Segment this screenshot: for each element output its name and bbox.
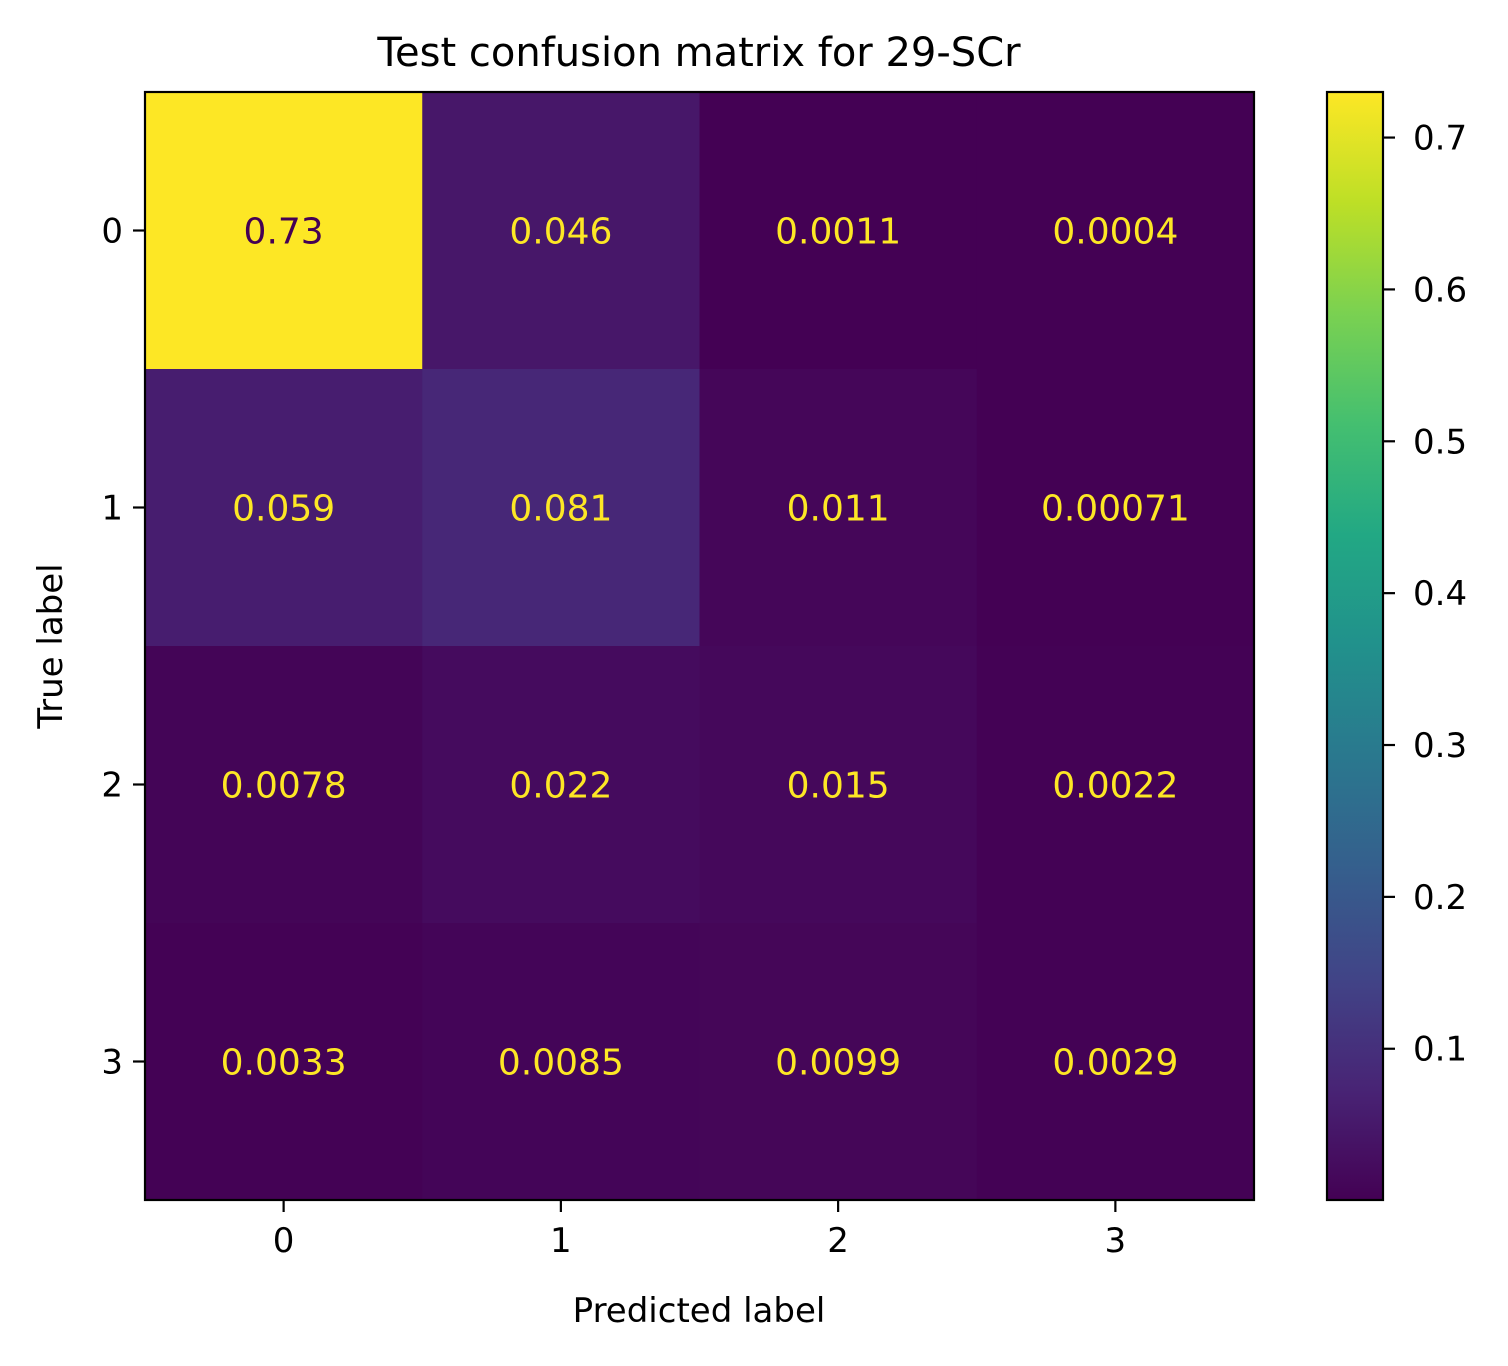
cell-label-2-3: 0.0022: [1052, 766, 1178, 807]
cell-label-1-1: 0.081: [509, 489, 612, 530]
colorbar-tick-label-4: 0.5: [1413, 422, 1467, 462]
heatmap-cell-0-2: [699, 92, 978, 370]
cell-label-3-0: 0.0033: [221, 1043, 347, 1084]
colorbar-ticks: 0.1 0.2 0.3 0.4 0.5 0.6 0.7: [1383, 119, 1467, 1070]
cell-label-0-2: 0.0011: [775, 212, 901, 253]
heatmap-cell-labels: 0.73 0.046 0.0011 0.0004 0.059 0.081 0.011 0.00…: [221, 212, 1190, 1084]
heatmap-cell-2-3: [976, 646, 1255, 924]
y-axis-label: True label: [31, 563, 71, 729]
heatmap-cells: [145, 92, 1255, 1201]
colorbar-frame: [1325, 90, 1385, 1202]
colorbar-tick-label-1: 0.2: [1413, 878, 1467, 918]
x-tick-label-2: 2: [827, 1221, 849, 1261]
cell-label-2-2: 0.015: [787, 766, 890, 807]
x-tick-label-1: 1: [550, 1221, 572, 1261]
colorbar-tick-label-0: 0.1: [1413, 1030, 1467, 1070]
cell-label-0-1: 0.046: [509, 212, 612, 253]
y-axis-ticks: 0 1 2 3: [101, 212, 145, 1083]
heatmap-cell-0-1: [422, 92, 701, 370]
heatmap-cell-1-0: [145, 369, 423, 647]
cell-label-3-1: 0.0085: [498, 1043, 624, 1084]
cell-label-3-3: 0.0029: [1052, 1043, 1178, 1084]
heatmap-cell-3-2: [699, 923, 978, 1201]
colorbar: [1327, 92, 1383, 1200]
heatmap-cell-2-0: [145, 646, 423, 924]
heatmap-cell-1-2: [699, 369, 978, 647]
heatmap-cell-1-3: [976, 369, 1255, 647]
y-tick-label-0: 0: [101, 212, 123, 252]
heatmap-cell-3-3: [976, 923, 1255, 1201]
y-tick-label-3: 3: [101, 1043, 123, 1083]
colorbar-tick-label-6: 0.7: [1413, 119, 1467, 159]
heatmap-cell-2-2: [699, 646, 978, 924]
heatmap-cell-0-0: [145, 92, 423, 370]
heatmap-cell-0-3: [976, 92, 1255, 370]
colorbar-tick-label-3: 0.4: [1413, 574, 1467, 614]
colorbar-tick-label-5: 0.6: [1413, 270, 1467, 310]
cell-label-2-0: 0.0078: [221, 766, 347, 807]
cell-label-1-2: 0.011: [787, 489, 890, 530]
x-axis-label: Predicted label: [573, 1291, 826, 1331]
plot-frame: [143, 90, 1256, 1202]
cell-label-0-3: 0.0004: [1052, 212, 1178, 253]
cell-label-0-0: 0.73: [244, 212, 324, 253]
x-tick-label-0: 0: [273, 1221, 295, 1261]
cell-label-1-3: 0.00071: [1041, 489, 1190, 530]
x-tick-label-3: 3: [1105, 1221, 1127, 1261]
y-tick-label-2: 2: [101, 766, 123, 806]
cell-label-3-2: 0.0099: [775, 1043, 901, 1084]
cell-label-1-0: 0.059: [232, 489, 335, 530]
cell-label-2-1: 0.022: [509, 766, 612, 807]
colorbar-tick-label-2: 0.3: [1413, 726, 1467, 766]
heatmap-cell-3-0: [145, 923, 423, 1201]
heatmap-cell-1-1: [422, 369, 701, 647]
x-axis-ticks: 0 1 2 3: [273, 1200, 1126, 1261]
heatmap-cell-3-1: [422, 923, 701, 1201]
y-tick-label-1: 1: [101, 489, 123, 529]
heatmap-cell-2-1: [422, 646, 701, 924]
chart-title: Test confusion matrix for 29-SCr: [376, 30, 1021, 76]
